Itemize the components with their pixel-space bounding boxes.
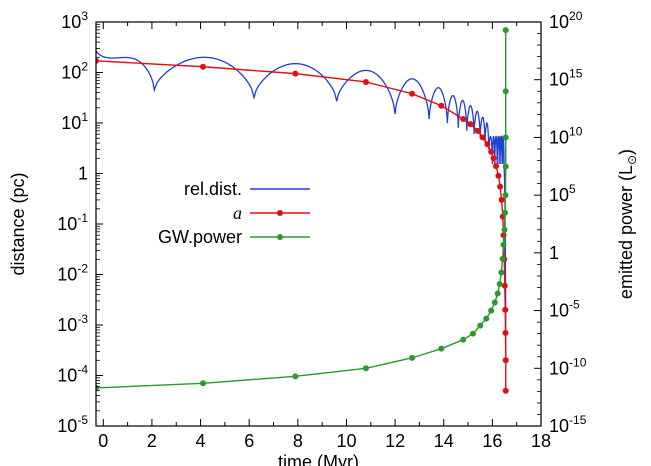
- point-a: [96, 57, 99, 64]
- point-gw-power: [499, 255, 506, 262]
- y-tick-label-left: 103: [61, 9, 88, 32]
- point-gw-power: [502, 163, 509, 170]
- point-a: [498, 196, 505, 203]
- legend-marker-a: [277, 210, 283, 216]
- point-gw-power: [502, 209, 509, 216]
- y-axis-label-left: distance (pc): [8, 172, 28, 275]
- point-a: [409, 90, 416, 97]
- point-a: [467, 121, 474, 128]
- point-gw-power: [483, 315, 490, 322]
- point-gw-power: [409, 354, 416, 361]
- point-a: [362, 78, 369, 85]
- legend-marker-gw-power: [277, 234, 283, 240]
- point-a: [484, 141, 491, 148]
- y-tick-label-right: 1015: [549, 67, 583, 90]
- point-gw-power: [292, 373, 299, 380]
- y-tick-label-left: 10-5: [57, 413, 88, 436]
- point-gw-power: [199, 380, 206, 387]
- point-a: [479, 134, 486, 141]
- y-axis-label-right-text: emitted power (L: [616, 165, 636, 299]
- point-gw-power: [494, 290, 501, 297]
- y-axis-label-right-sub: ⊙: [625, 155, 639, 165]
- x-tick-label: 10: [336, 431, 356, 451]
- point-a: [502, 387, 509, 394]
- x-tick-label: 12: [385, 431, 405, 451]
- series-line-gw-power: [96, 30, 507, 389]
- legend-label-gw-power: GW.power: [158, 227, 242, 247]
- point-gw-power: [502, 134, 509, 141]
- y-tick-label-left: 1: [78, 164, 88, 184]
- y-tick-label-left: 10-3: [57, 312, 88, 335]
- legend-label-a: a: [233, 203, 242, 223]
- point-a: [460, 116, 467, 122]
- x-tick-label: 4: [196, 431, 206, 451]
- x-tick-label: 14: [434, 431, 454, 451]
- point-gw-power: [488, 307, 495, 314]
- point-a: [474, 127, 481, 134]
- point-a: [199, 63, 206, 70]
- point-gw-power: [502, 27, 509, 34]
- point-gw-power: [498, 269, 505, 276]
- x-axis-label: time (Myr): [278, 452, 359, 466]
- y-tick-label-right: 10-15: [549, 413, 587, 436]
- point-gw-power: [460, 336, 467, 343]
- x-tick-label: 8: [293, 431, 303, 451]
- x-tick-label: 2: [147, 431, 157, 451]
- point-gw-power: [469, 330, 476, 337]
- y-ticks-left: 103 102 101 1 10-1 10-2 10-3 10-4 10-5: [57, 9, 103, 436]
- series-layer: [96, 27, 509, 394]
- point-gw-power: [362, 365, 369, 372]
- point-a: [497, 183, 504, 190]
- y-tick-label-right: 105: [549, 182, 576, 205]
- y-tick-label-left: 10-2: [57, 262, 88, 285]
- y-tick-label-right: 10-10: [549, 355, 587, 378]
- point-gw-power: [477, 322, 484, 329]
- x-tick-label: 6: [244, 431, 254, 451]
- point-a: [493, 163, 500, 170]
- y-tick-label-left: 10-1: [57, 211, 88, 234]
- x-tick-label: 0: [98, 431, 108, 451]
- point-a: [292, 70, 299, 77]
- y-tick-label-left: 10-4: [57, 363, 88, 386]
- x-ticks: 0 2 4 6 8 10 12 14 16 18: [98, 22, 551, 451]
- point-gw-power: [438, 345, 445, 352]
- point-a: [501, 282, 508, 289]
- point-a: [502, 306, 509, 313]
- point-gw-power: [502, 192, 509, 199]
- point-a: [488, 148, 495, 155]
- point-gw-power: [500, 241, 507, 248]
- y-tick-label-right: 10-5: [549, 298, 580, 321]
- point-a: [490, 155, 497, 162]
- y-ticks-right: 1020 1015 1010 105 1 10-5 10-10 10-15: [534, 9, 587, 436]
- legend-label-rel-dist: rel.dist.: [184, 179, 242, 199]
- point-gw-power: [501, 226, 508, 233]
- point-a: [438, 102, 445, 109]
- y-axis-label-right: emitted power (L⊙): [616, 149, 639, 299]
- point-a: [495, 172, 502, 179]
- point-a: [502, 357, 509, 364]
- y-tick-label-left: 102: [61, 60, 88, 83]
- y-tick-label-left: 101: [61, 110, 88, 133]
- point-a: [502, 329, 509, 336]
- y-tick-label-right: 1: [549, 243, 559, 263]
- point-gw-power: [491, 299, 498, 306]
- point-gw-power: [496, 281, 503, 288]
- x-tick-label: 18: [531, 431, 551, 451]
- x-tick-label: 16: [482, 431, 502, 451]
- y-tick-label-right: 1010: [549, 124, 583, 147]
- y-axis-label-right-close: ): [616, 149, 636, 155]
- legend: rel.dist. a GW.power: [150, 170, 315, 250]
- point-gw-power: [502, 88, 509, 95]
- y-tick-label-right: 1020: [549, 9, 583, 32]
